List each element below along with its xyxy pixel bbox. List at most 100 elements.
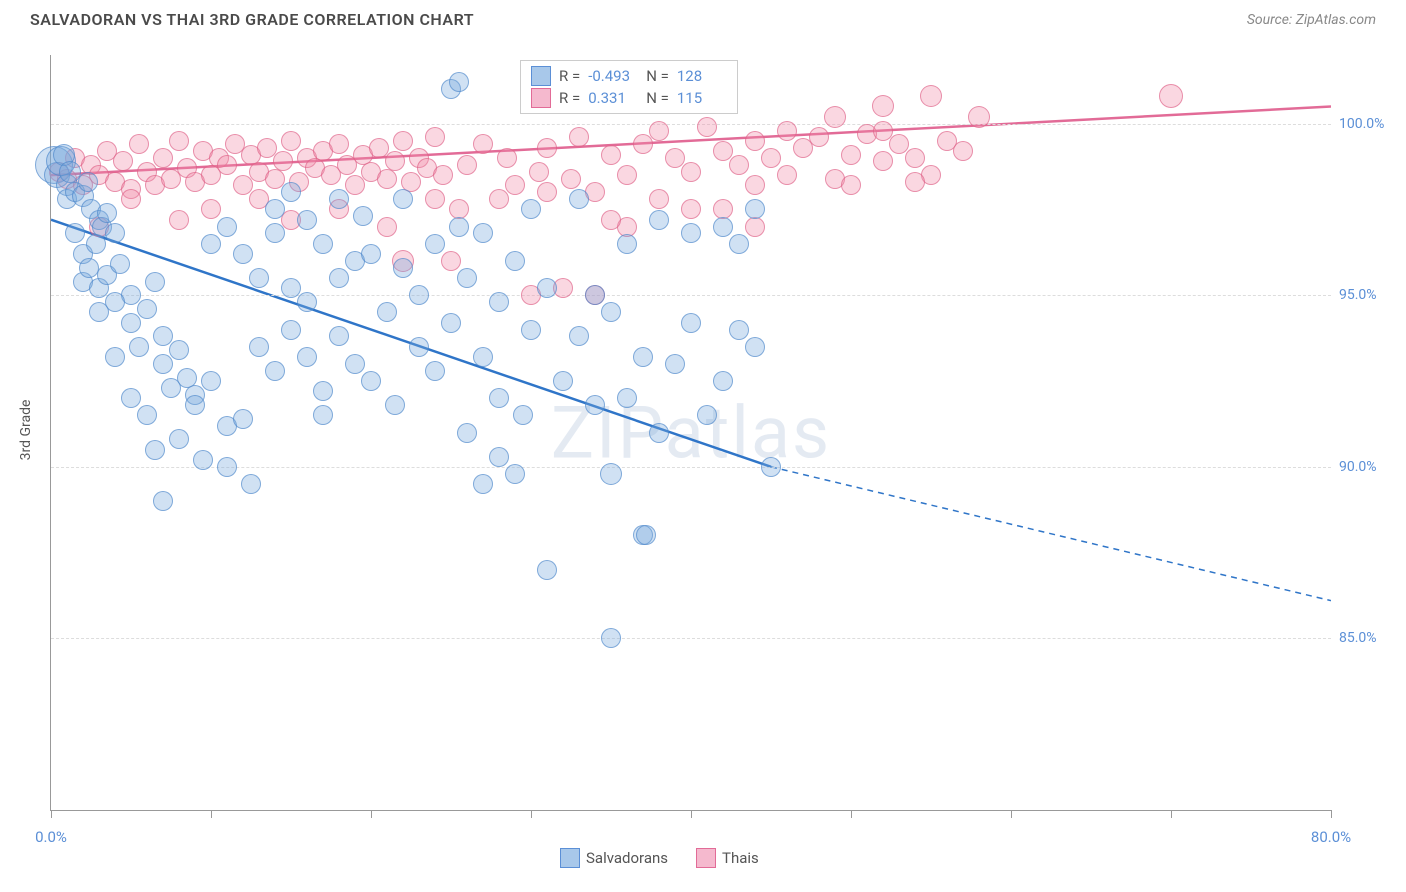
point-salvadoran xyxy=(145,440,165,460)
point-salvadoran xyxy=(361,371,381,391)
r-value: 0.331 xyxy=(588,89,638,107)
point-salvadoran xyxy=(281,182,301,202)
point-salvadoran xyxy=(600,463,622,485)
n-label: N = xyxy=(646,89,669,107)
point-salvadoran xyxy=(441,313,461,333)
r-value: -0.493 xyxy=(588,67,638,85)
point-salvadoran xyxy=(169,340,189,360)
point-thai xyxy=(809,127,829,147)
point-salvadoran xyxy=(489,388,509,408)
point-thai xyxy=(953,141,973,161)
point-salvadoran xyxy=(585,395,605,415)
point-thai xyxy=(681,199,701,219)
point-salvadoran xyxy=(249,337,269,357)
point-salvadoran xyxy=(713,371,733,391)
point-salvadoran xyxy=(265,223,285,243)
point-salvadoran xyxy=(569,189,589,209)
point-salvadoran xyxy=(110,254,130,274)
point-thai xyxy=(497,148,517,168)
point-thai xyxy=(425,127,445,147)
point-salvadoran xyxy=(105,223,125,243)
x-tick-label: 80.0% xyxy=(1311,828,1351,846)
point-salvadoran xyxy=(129,337,149,357)
point-thai xyxy=(745,131,765,151)
y-axis-title: 3rd Grade xyxy=(18,400,34,461)
point-salvadoran xyxy=(249,268,269,288)
point-salvadoran xyxy=(617,388,637,408)
point-salvadoran xyxy=(313,381,333,401)
point-salvadoran xyxy=(233,244,253,264)
point-thai xyxy=(529,162,549,182)
chart-title: SALVADORAN VS THAI 3RD GRADE CORRELATION… xyxy=(30,10,474,29)
point-thai xyxy=(473,134,493,154)
point-salvadoran xyxy=(745,337,765,357)
point-salvadoran xyxy=(729,320,749,340)
point-salvadoran xyxy=(105,347,125,367)
point-thai xyxy=(457,155,477,175)
point-salvadoran xyxy=(513,405,533,425)
point-salvadoran xyxy=(361,244,381,264)
gridline-h xyxy=(51,124,1331,125)
point-thai xyxy=(569,127,589,147)
point-salvadoran xyxy=(137,405,157,425)
point-thai xyxy=(777,165,797,185)
point-salvadoran xyxy=(761,457,781,477)
point-salvadoran xyxy=(569,326,589,346)
point-thai xyxy=(745,175,765,195)
point-thai xyxy=(824,106,846,128)
point-salvadoran xyxy=(521,320,541,340)
point-salvadoran xyxy=(537,560,557,580)
point-salvadoran xyxy=(636,525,656,545)
point-thai xyxy=(273,151,293,171)
x-tick xyxy=(1171,810,1172,818)
point-thai xyxy=(377,169,397,189)
point-thai xyxy=(1159,84,1183,108)
point-salvadoran xyxy=(473,223,493,243)
swatch-icon xyxy=(696,848,716,868)
x-tick xyxy=(851,810,852,818)
point-salvadoran xyxy=(121,388,141,408)
point-salvadoran xyxy=(473,474,493,494)
point-salvadoran xyxy=(409,337,429,357)
point-salvadoran xyxy=(121,313,141,333)
point-thai xyxy=(441,251,461,271)
point-salvadoran xyxy=(65,223,85,243)
point-salvadoran xyxy=(97,203,117,223)
point-salvadoran xyxy=(617,234,637,254)
point-salvadoran xyxy=(297,292,317,312)
point-salvadoran xyxy=(505,464,525,484)
point-salvadoran xyxy=(585,285,605,305)
y-tick-label: 85.0% xyxy=(1339,630,1395,646)
point-salvadoran xyxy=(78,172,98,192)
point-thai xyxy=(920,85,942,107)
point-salvadoran xyxy=(425,361,445,381)
point-salvadoran xyxy=(449,72,469,92)
point-salvadoran xyxy=(457,423,477,443)
point-salvadoran xyxy=(86,234,106,254)
point-salvadoran xyxy=(233,409,253,429)
point-salvadoran xyxy=(449,217,469,237)
x-tick xyxy=(211,810,212,818)
r-label: R = xyxy=(559,67,580,85)
y-tick-label: 90.0% xyxy=(1339,459,1395,475)
point-salvadoran xyxy=(713,217,733,237)
point-salvadoran xyxy=(281,320,301,340)
point-thai xyxy=(729,155,749,175)
point-thai xyxy=(505,175,525,195)
point-salvadoran xyxy=(169,429,189,449)
point-salvadoran xyxy=(601,302,621,322)
point-thai xyxy=(537,138,557,158)
x-tick xyxy=(371,810,372,818)
point-salvadoran xyxy=(457,268,477,288)
point-salvadoran xyxy=(649,210,669,230)
point-salvadoran xyxy=(521,199,541,219)
point-thai xyxy=(153,148,173,168)
point-salvadoran xyxy=(425,234,445,254)
point-salvadoran xyxy=(473,347,493,367)
point-thai xyxy=(329,134,349,154)
point-salvadoran xyxy=(553,371,573,391)
n-label: N = xyxy=(646,67,669,85)
stats-row-salvadorans: R =-0.493N =128 xyxy=(531,65,727,87)
point-thai xyxy=(745,217,765,237)
point-thai xyxy=(601,210,621,230)
